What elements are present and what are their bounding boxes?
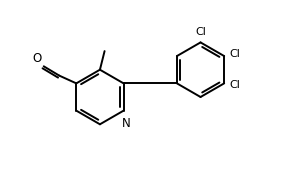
Text: O: O bbox=[32, 52, 41, 65]
Text: Cl: Cl bbox=[230, 80, 241, 90]
Text: Cl: Cl bbox=[195, 27, 206, 37]
Text: Cl: Cl bbox=[230, 48, 241, 59]
Text: N: N bbox=[122, 118, 131, 131]
